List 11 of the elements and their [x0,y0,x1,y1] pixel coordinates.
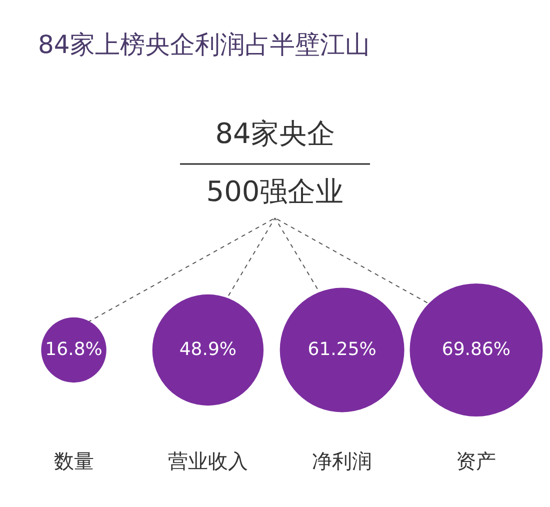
category-label: 营业收入 [168,449,248,473]
data-label: 69.86% [442,339,511,360]
data-label: 16.8% [45,339,102,360]
text: 500强企业 [206,175,344,208]
category-label: 资产 [456,449,496,473]
text: 84家央企 [215,117,335,150]
data-label: 48.9% [179,339,237,360]
data-label: 61.25% [308,339,376,360]
category-label: 净利润 [312,449,372,473]
text: 84家上榜央企利润占半壁江山 [38,30,370,59]
category-label: 数量 [54,449,94,473]
